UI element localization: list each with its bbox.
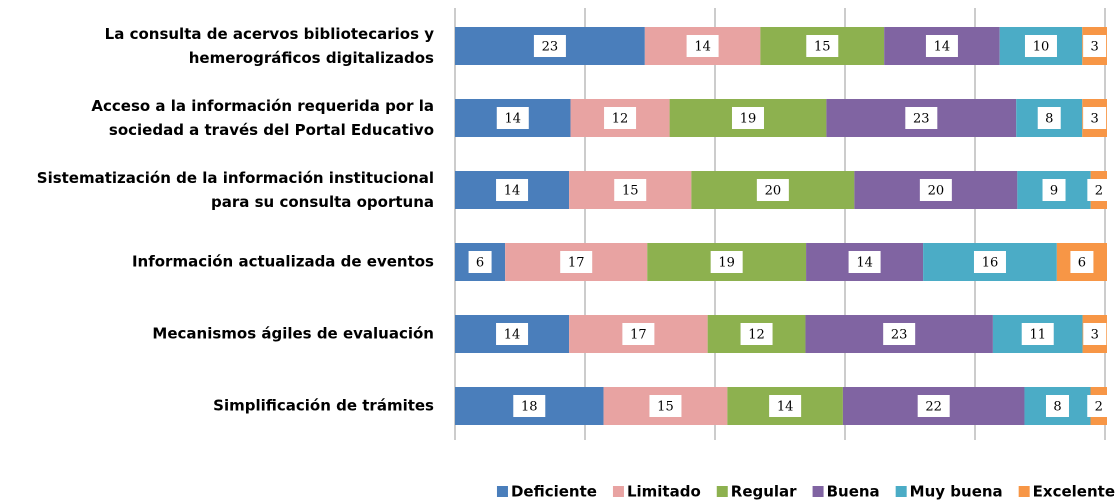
data-label: 20 — [928, 184, 945, 199]
data-label-box — [710, 251, 743, 273]
legend-label: Regular — [731, 483, 797, 501]
data-label: 6 — [1078, 256, 1086, 271]
data-label-box — [1083, 107, 1107, 129]
data-label: 18 — [521, 400, 538, 415]
data-label-box — [614, 179, 647, 201]
data-label: 20 — [765, 184, 782, 199]
category-label: Acceso a la información requerida por la… — [91, 97, 434, 139]
data-label: 14 — [504, 184, 521, 199]
data-label-box — [848, 251, 881, 273]
legend-label: Limitado — [627, 483, 701, 501]
data-label: 2 — [1095, 400, 1103, 415]
legend-swatch — [895, 486, 907, 497]
data-label-box — [1021, 323, 1054, 345]
legend-swatch — [812, 486, 824, 497]
legend-label: Muy buena — [910, 483, 1003, 501]
data-label: 23 — [542, 40, 559, 55]
data-label: 19 — [740, 112, 757, 127]
data-label: 23 — [913, 112, 930, 127]
data-label: 23 — [891, 328, 908, 343]
data-label-box — [1083, 323, 1107, 345]
data-label-box — [883, 323, 916, 345]
legend-swatch — [612, 486, 624, 497]
data-label: 6 — [476, 256, 484, 271]
data-label-box — [917, 395, 950, 417]
data-label: 14 — [504, 328, 521, 343]
data-label-box — [496, 179, 529, 201]
data-label: 14 — [504, 112, 521, 127]
data-label-box — [1070, 251, 1094, 273]
legend-label: Deficiente — [511, 483, 597, 501]
data-label: 17 — [568, 256, 585, 271]
legend-swatch — [1018, 486, 1030, 497]
data-label-box — [1037, 107, 1061, 129]
data-label: 9 — [1050, 184, 1058, 199]
data-label-box — [1087, 395, 1111, 417]
data-label: 19 — [718, 256, 735, 271]
data-label-box — [806, 35, 839, 57]
data-label: 2 — [1095, 184, 1103, 199]
data-label-box — [496, 107, 529, 129]
data-label: 3 — [1090, 112, 1098, 127]
category-label: Información actualizada de eventos — [132, 253, 434, 271]
data-label: 22 — [925, 400, 942, 415]
category-label: Mecanismos ágiles de evaluación — [152, 325, 434, 343]
data-label: 3 — [1091, 328, 1099, 343]
data-label: 16 — [982, 256, 999, 271]
legend: Excelente Muy buena Buena Regular Limitado De… — [496, 483, 1115, 501]
grid — [454, 8, 1106, 440]
data-label-box — [905, 107, 938, 129]
data-label: 15 — [814, 40, 831, 55]
data-label: 12 — [748, 328, 765, 343]
data-label: 14 — [694, 40, 711, 55]
legend-label: Buena — [827, 483, 880, 501]
category-label: Sistematización de la información instit… — [37, 169, 434, 211]
data-label-box — [604, 107, 637, 129]
data-label-box — [560, 251, 593, 273]
data-label-box — [1083, 35, 1107, 57]
data-label: 8 — [1053, 400, 1061, 415]
data-label: 15 — [657, 400, 674, 415]
data-label-box — [1045, 395, 1069, 417]
data-label-box — [513, 395, 546, 417]
data-label: 17 — [630, 328, 647, 343]
data-label: 15 — [622, 184, 639, 199]
legend-label: Excelente — [1033, 483, 1115, 501]
data-label: 14 — [777, 400, 794, 415]
legend-swatch — [716, 486, 728, 497]
data-label-box — [919, 179, 952, 201]
data-label: 10 — [1033, 40, 1050, 55]
data-label-box — [731, 107, 764, 129]
legend-swatch — [496, 486, 508, 497]
data-label-box — [622, 323, 655, 345]
data-label-box — [533, 35, 566, 57]
data-label-box — [973, 251, 1006, 273]
data-label-box — [1087, 179, 1111, 201]
data-label-box — [496, 323, 529, 345]
data-label-box — [686, 35, 719, 57]
data-label-box — [740, 323, 773, 345]
category-label: Simplificación de trámites — [213, 397, 434, 415]
data-label: 12 — [612, 112, 629, 127]
data-label: 14 — [934, 40, 951, 55]
data-label-box — [649, 395, 682, 417]
data-label: 8 — [1045, 112, 1053, 127]
data-label: 11 — [1029, 328, 1046, 343]
data-label-box — [925, 35, 958, 57]
data-label: 14 — [856, 256, 873, 271]
data-label-box — [1042, 179, 1066, 201]
data-label: 3 — [1090, 40, 1098, 55]
data-label-box — [756, 179, 789, 201]
data-label-box — [769, 395, 802, 417]
data-label-box — [1024, 35, 1057, 57]
data-label-box — [468, 251, 492, 273]
